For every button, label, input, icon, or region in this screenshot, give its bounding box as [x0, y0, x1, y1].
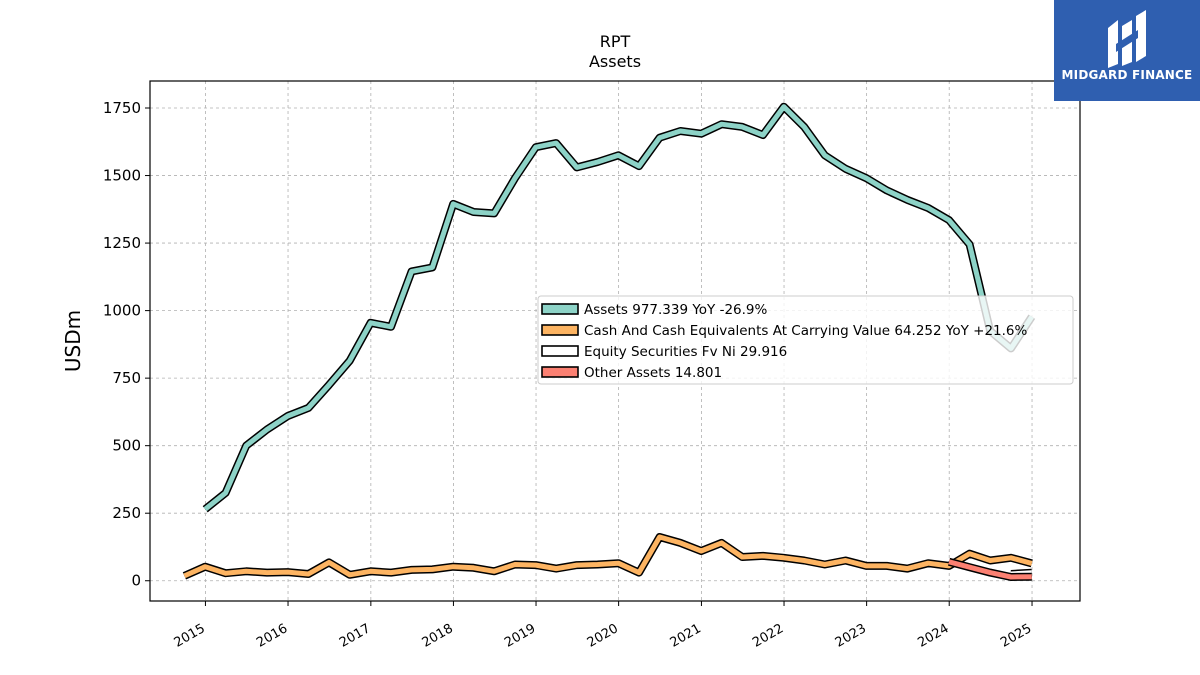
- y-tick-label: 1750: [103, 99, 141, 117]
- legend-label: Equity Securities Fv Ni 29.916: [584, 344, 787, 360]
- legend-label: Other Assets 14.801: [584, 365, 722, 381]
- legend-box: [537, 295, 1074, 385]
- y-tick-label: 500: [112, 437, 141, 455]
- legend-label: Cash And Cash Equivalents At Carrying Va…: [584, 323, 1028, 339]
- x-tick-label: 2018: [420, 621, 456, 651]
- x-tick-label: 2019: [502, 621, 538, 651]
- logo-text: MIDGARD FINANCE: [1061, 68, 1193, 82]
- legend-swatch: [541, 366, 579, 378]
- chart-subtitle: Assets: [589, 52, 641, 71]
- y-tick-label: 1500: [103, 167, 141, 185]
- logo-mark-icon: [1108, 10, 1146, 68]
- legend-swatch: [541, 324, 579, 336]
- x-tick-label: 2015: [172, 621, 208, 651]
- series-lines: [182, 102, 1036, 581]
- brand-logo: MIDGARD FINANCE: [1054, 0, 1200, 101]
- chart-title: RPT: [600, 32, 631, 51]
- x-tick-label: 2025: [998, 621, 1034, 651]
- y-axis-label: USDm: [61, 310, 85, 372]
- plot-frame: [149, 80, 1081, 602]
- y-tick-label: 250: [112, 504, 141, 522]
- x-tick-label: 2016: [254, 621, 290, 651]
- legend: Assets 977.339 YoY -26.9% Cash And Cash E…: [537, 295, 1074, 385]
- legend-swatch: [541, 345, 579, 357]
- x-tick-label: 2017: [337, 621, 373, 651]
- y-tick-label: 750: [112, 369, 141, 387]
- y-tick-label: 1250: [103, 234, 141, 252]
- legend-swatch: [541, 303, 579, 315]
- y-tick-label: 0: [131, 572, 141, 590]
- x-tick-label: 2020: [585, 621, 621, 651]
- x-tick-label: 2022: [750, 621, 786, 651]
- series-line-other-assets: [948, 559, 1032, 580]
- series-line-cash-and-cash-equivalents-at-carrying-value: [183, 534, 1033, 579]
- legend-label: Assets 977.339 YoY -26.9%: [584, 302, 768, 318]
- x-tick-label: 2021: [668, 621, 704, 651]
- series-line-assets: [203, 104, 1034, 512]
- y-tick-label: 1000: [103, 302, 141, 320]
- x-tick-label: 2023: [833, 621, 869, 651]
- x-tick-label: 2024: [915, 621, 951, 651]
